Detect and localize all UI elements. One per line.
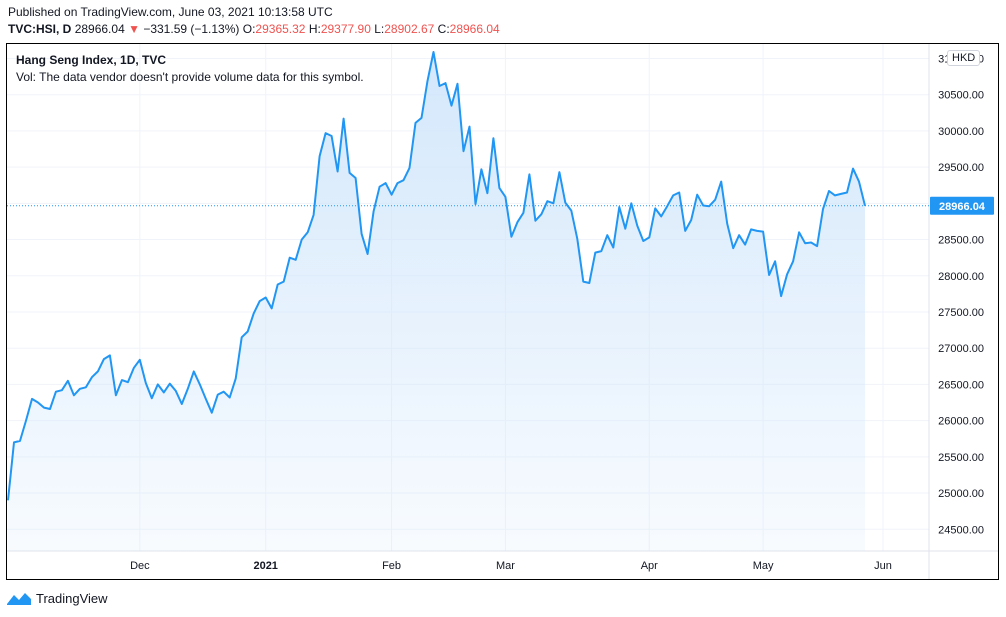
y-tick-label: 30000.00 [938,126,984,138]
high-value: 29377.90 [320,22,371,36]
volume-note: Vol: The data vendor doesn't provide vol… [16,70,364,84]
series-area [8,52,865,551]
close-value: 28966.04 [449,22,500,36]
y-tick-label: 30500.00 [938,90,984,102]
x-tick-label: Mar [496,560,515,572]
last-price-label: 28966.04 [939,201,986,213]
currency-button[interactable]: HKD [947,50,981,66]
y-tick-label: 27000.00 [938,343,984,355]
series-line [7,51,866,501]
last-price-tag [930,196,994,215]
published-info: Published on TradingView.com, June 03, 2… [8,5,333,19]
last-price: 28966.04 [74,22,125,36]
x-tick-label: Feb [382,560,401,572]
symbol-label: TVC:HSI, D [8,22,72,36]
y-tick-label: 27500.00 [938,307,984,319]
y-tick-label: 26500.00 [938,379,984,391]
x-tick-label: Jun [874,560,892,572]
tradingview-logo[interactable]: TradingView [6,590,108,606]
open-value: 29365.32 [255,22,306,36]
x-tick-label: Dec [130,560,150,572]
y-tick-label: 25000.00 [938,488,984,500]
ohlc-bar: TVC:HSI, D 28966.04 ▼ −331.59 (−1.13%) O… [8,22,500,36]
tradingview-brand: TradingView [36,590,108,606]
down-arrow-icon: ▼ [128,22,140,36]
x-tick-label: Apr [641,560,658,572]
close-label: C: [437,22,450,36]
open-label: O: [242,22,256,36]
price-change: −331.59 (−1.13%) [143,22,240,36]
y-tick-label: 29500.00 [938,162,984,174]
low-value: 28902.67 [384,22,435,36]
x-tick-label: May [753,560,774,572]
y-tick-label: 26000.00 [938,416,984,428]
tradingview-logo-icon [7,593,31,605]
y-tick-label: 24500.00 [938,524,984,536]
chart-frame[interactable] [6,43,999,580]
low-label: L: [374,22,385,36]
x-tick-label: 2021 [253,560,277,572]
y-tick-label: 28500.00 [938,235,984,247]
y-tick-label: 25500.00 [938,452,984,464]
y-tick-label: 28000.00 [938,271,984,283]
high-label: H: [308,22,321,36]
legend-title: Hang Seng Index, 1D, TVC [16,53,167,67]
